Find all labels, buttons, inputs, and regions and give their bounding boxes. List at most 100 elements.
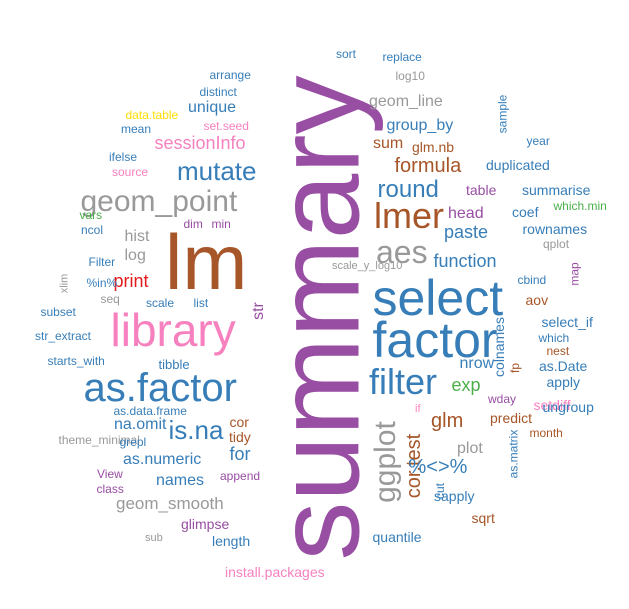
word-cloud-word: vars bbox=[79, 208, 103, 222]
word-cloud-word: plot bbox=[457, 440, 483, 457]
word-cloud-word: tibble bbox=[158, 356, 190, 372]
word-cloud-word: xlim bbox=[58, 273, 71, 293]
word-cloud-word: exp bbox=[451, 375, 481, 395]
word-cloud-word: sort bbox=[336, 47, 357, 61]
word-cloud-word: summary bbox=[252, 75, 385, 561]
word-cloud-word: factor bbox=[372, 312, 498, 368]
word-cloud-word: is.na bbox=[168, 415, 224, 445]
word-cloud-word: tidy bbox=[229, 429, 251, 445]
word-cloud-word: fp bbox=[508, 362, 523, 374]
word-cloud-word: formula bbox=[394, 155, 462, 177]
word-cloud-word: as.Date bbox=[539, 358, 588, 374]
word-cloud-word: min bbox=[211, 217, 231, 231]
word-cloud-word: lmer bbox=[374, 195, 444, 236]
word-cloud-word: append bbox=[220, 469, 261, 483]
word-cloud-word: dim bbox=[183, 217, 203, 231]
word-cloud-word: sum bbox=[373, 135, 404, 152]
word-cloud-word: geom_smooth bbox=[116, 493, 224, 513]
word-cloud-word: na.omit bbox=[114, 416, 167, 433]
word-cloud-word: qplot bbox=[543, 237, 570, 251]
word-cloud-word: install.packages bbox=[225, 564, 325, 580]
word-cloud-word: library bbox=[110, 304, 236, 356]
word-cloud-word: setdiff bbox=[533, 397, 571, 413]
word-cloud-word: group_by bbox=[386, 117, 454, 134]
word-cloud-word: log10 bbox=[395, 69, 425, 83]
word-cloud-word: class bbox=[96, 482, 124, 496]
word-cloud-word: arrange bbox=[209, 68, 251, 82]
word-cloud-word: select bbox=[372, 270, 504, 326]
word-cloud-word: length bbox=[212, 533, 251, 549]
word-cloud-word: str bbox=[249, 302, 267, 320]
word-cloud-word: which.min bbox=[553, 199, 607, 213]
word-cloud-word: cbind bbox=[517, 273, 547, 287]
word-cloud-word: coef bbox=[512, 204, 539, 220]
word-cloud-word: %in% bbox=[86, 276, 118, 290]
word-cloud-word: glimpse bbox=[181, 516, 230, 532]
word-cloud-word: filter bbox=[369, 361, 438, 402]
word-cloud-word: log bbox=[124, 247, 146, 264]
word-cloud-word: sqrt bbox=[471, 510, 495, 526]
word-cloud-word: which bbox=[538, 331, 570, 345]
word-cloud-word: sub bbox=[145, 531, 163, 544]
word-cloud-word: ncol bbox=[81, 223, 104, 237]
word-cloud-word: sessionInfo bbox=[154, 133, 246, 153]
word-cloud-word: starts_with bbox=[47, 354, 105, 368]
word-cloud-word: as.data.frame bbox=[113, 404, 187, 418]
word-cloud-word: scale_y_log10 bbox=[332, 259, 403, 272]
word-cloud-word: function bbox=[433, 251, 497, 271]
word-cloud-word: geom_point bbox=[80, 185, 238, 218]
word-cloud-word: glm bbox=[431, 410, 464, 432]
word-cloud-word: cut bbox=[433, 482, 448, 500]
word-cloud-word: ggplot bbox=[368, 421, 402, 503]
word-cloud-word: summarise bbox=[522, 182, 591, 198]
word-cloud-word: nest bbox=[546, 344, 570, 358]
word-cloud-word: wday bbox=[488, 392, 517, 406]
word-cloud-word: source bbox=[112, 165, 149, 179]
word-cloud-word: rownames bbox=[522, 221, 588, 237]
word-cloud-word: as.matrix bbox=[505, 429, 520, 479]
word-cloud-word: View bbox=[97, 467, 123, 481]
word-cloud-word: scale bbox=[146, 296, 175, 310]
word-cloud-word: as.factor bbox=[83, 366, 237, 410]
word-cloud-word: cor bbox=[229, 414, 249, 430]
word-cloud-word: lm bbox=[165, 218, 248, 306]
word-cloud-word: seq bbox=[100, 292, 120, 306]
word-cloud-word: glm.nb bbox=[412, 139, 455, 155]
word-cloud-word: table bbox=[466, 182, 497, 198]
word-cloud-word: unique bbox=[188, 99, 237, 116]
word-cloud-word: names bbox=[156, 472, 205, 489]
word-cloud-word: duplicated bbox=[486, 157, 550, 173]
word-cloud-word: geom_line bbox=[369, 93, 443, 110]
word-cloud-word: head bbox=[448, 205, 484, 222]
word-cloud-word: sample bbox=[494, 94, 509, 134]
word-cloud-word: hist bbox=[124, 228, 150, 245]
word-cloud-word: apply bbox=[546, 374, 580, 390]
word-cloud-word: %<>% bbox=[408, 456, 468, 478]
word-cloud-word: set.seed bbox=[203, 119, 249, 133]
word-cloud-word: list bbox=[193, 296, 209, 310]
word-cloud-word: for bbox=[229, 444, 251, 464]
word-cloud-word: predict bbox=[490, 410, 533, 426]
word-cloud-word: if bbox=[415, 402, 421, 415]
word-cloud-word: distinct bbox=[199, 85, 237, 99]
word-cloud-word: aov bbox=[525, 292, 549, 308]
word-cloud-word: ifelse bbox=[109, 150, 138, 164]
word-cloud-word: month bbox=[529, 426, 563, 440]
word-cloud-word: ungroup bbox=[542, 399, 594, 415]
word-cloud-word: round bbox=[377, 176, 439, 203]
word-cloud-word: Filter bbox=[88, 255, 116, 269]
word-cloud-word: mutate bbox=[177, 156, 257, 186]
word-cloud-word: grepl bbox=[119, 435, 147, 449]
word-cloud-word: mean bbox=[121, 122, 152, 136]
word-cloud-word: sapply bbox=[434, 488, 475, 504]
word-cloud-word: subset bbox=[40, 305, 76, 319]
word-cloud-word: nrow bbox=[459, 355, 495, 372]
word-cloud-word: str_extract bbox=[35, 329, 92, 343]
word-cloud-word: colnames bbox=[490, 317, 507, 377]
word-cloud-word: year bbox=[526, 134, 550, 148]
word-cloud-word: select_if bbox=[541, 314, 593, 330]
word-cloud-word: map bbox=[567, 262, 582, 286]
word-cloud-word: print bbox=[113, 271, 149, 291]
word-cloud-word: paste bbox=[444, 222, 489, 242]
